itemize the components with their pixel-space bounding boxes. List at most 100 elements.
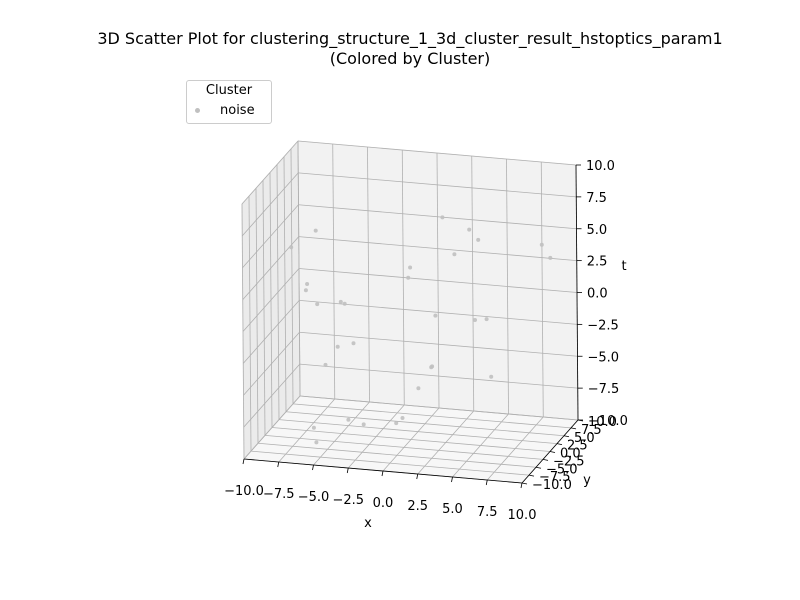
z-tick-label: 5.0 (587, 223, 608, 238)
grid-line (298, 172, 577, 198)
x-tick-label: −10.0 (224, 484, 264, 499)
y-tick-label: 7.5 (581, 423, 602, 438)
z-axis-label: t (621, 259, 626, 274)
data-point (539, 242, 544, 247)
y-tick-label: 10.0 (588, 415, 617, 430)
z-tick-label: 10.0 (586, 159, 615, 174)
x-tick-mark (520, 482, 523, 489)
grid-line (278, 419, 558, 445)
grid-line (242, 204, 299, 269)
grid-line (506, 158, 509, 415)
x-tick-label: −2.5 (332, 493, 364, 508)
grid-line (298, 268, 578, 293)
grid-line (292, 403, 572, 429)
grid-line (241, 172, 299, 237)
x-tick-mark (485, 479, 488, 486)
x-tick-mark (451, 476, 453, 483)
legend-title: Cluster (205, 83, 253, 98)
legend-marker (195, 108, 200, 113)
x-tick-mark (346, 467, 349, 474)
grid-line (471, 155, 475, 412)
x-tick-mark (381, 470, 384, 477)
x-tick-label: 2.5 (407, 499, 428, 514)
data-point (467, 227, 472, 232)
chart-title-line1: 3D Scatter Plot for clustering_structure… (97, 29, 722, 49)
grid-line (271, 427, 551, 452)
y-tick-label: −5.0 (546, 462, 578, 477)
y-tick-mark (549, 451, 556, 453)
grid-line (290, 148, 294, 404)
data-point (314, 440, 319, 445)
y-tick-label: 0.0 (560, 447, 581, 462)
tick-labels: −10.0 −10.0−10.0−7.5−7.5−7.5−5.0−5.0−5.0−… (224, 159, 628, 523)
y-tick-mark (556, 443, 563, 446)
x-tick-mark (242, 458, 245, 465)
grid-line (417, 410, 475, 475)
data-point (433, 313, 438, 318)
x-tick-label: −5.0 (298, 490, 330, 505)
grid-line (285, 411, 565, 437)
data-point (346, 417, 351, 422)
data-point (394, 421, 399, 426)
axis-lines (242, 164, 584, 489)
data-point (429, 365, 434, 370)
y-tick-label: −10.0 (532, 478, 572, 493)
y-tick-label: 5.0 (574, 431, 595, 446)
data-point (473, 318, 477, 322)
y-tick-mark (521, 482, 528, 485)
grid-line (283, 156, 287, 412)
grid-line (540, 161, 544, 418)
grid-line (452, 413, 509, 478)
y-tick-mark (528, 474, 535, 477)
y-tick-mark (535, 466, 542, 469)
data-point (440, 215, 445, 220)
legend: Cluster noise (186, 80, 272, 124)
data-point (338, 299, 343, 304)
data-point (351, 341, 356, 346)
z-tick-label: 7.5 (586, 191, 607, 206)
z-tick-label: −2.5 (587, 318, 619, 333)
data-point (335, 344, 340, 349)
data-point (400, 416, 405, 420)
y-tick-mark (542, 458, 549, 461)
grid-line (276, 164, 280, 420)
grid-line (298, 236, 577, 262)
grid-line (486, 416, 544, 481)
x-tick-mark (312, 464, 314, 471)
data-point (313, 228, 318, 233)
legend-entry-noise: noise (195, 103, 255, 118)
grid-line (297, 140, 301, 397)
data-point (315, 302, 320, 307)
y-axis-label: y (583, 473, 591, 488)
z-tick-label: −7.5 (588, 382, 620, 397)
grid-line (298, 204, 577, 230)
data-points (289, 215, 553, 445)
data-point (342, 301, 347, 306)
x-tick-label: 7.5 (477, 505, 498, 520)
data-point (289, 245, 294, 250)
data-point (361, 422, 366, 427)
x-tick-label: 0.0 (373, 496, 394, 511)
y-tick-mark (577, 419, 584, 422)
grid-line (241, 140, 299, 205)
y-tick-label: −7.5 (539, 470, 571, 485)
data-point (311, 425, 316, 430)
x-axis-label: x (364, 516, 372, 531)
data-point (323, 362, 328, 367)
z-tick-label: 0.0 (587, 287, 608, 302)
data-point (489, 374, 494, 379)
data-point (548, 255, 553, 260)
data-point (416, 386, 421, 391)
x-tick-mark (416, 473, 419, 480)
grid-line (242, 268, 300, 332)
z-tick-label: −5.0 (588, 350, 620, 365)
grid-line (297, 140, 577, 166)
data-point (408, 265, 413, 270)
x-tick-label: 10.0 (508, 508, 537, 523)
y-tick-mark (563, 435, 570, 438)
data-point (406, 275, 411, 280)
legend-entry-label: noise (220, 103, 255, 118)
grid-line (299, 395, 579, 421)
data-point (305, 282, 310, 286)
